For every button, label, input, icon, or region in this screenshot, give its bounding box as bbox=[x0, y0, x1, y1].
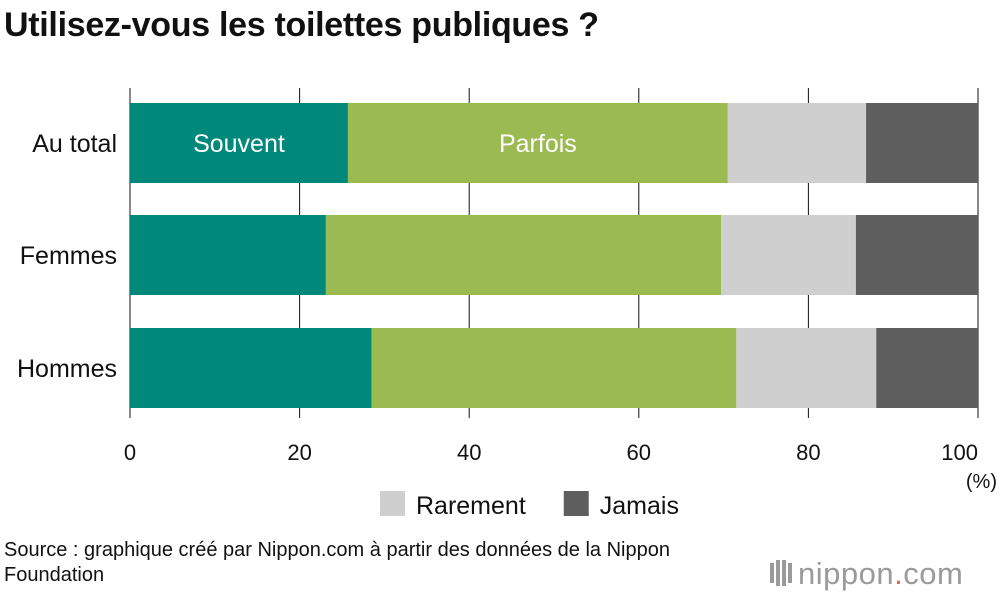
labels: 0 20 40 60 80 100 (%) Souvent Parfois Au total Fem… bbox=[17, 130, 997, 520]
x-unit-label: (%) bbox=[966, 471, 997, 493]
x-tick-label: 100 bbox=[941, 440, 978, 465]
legend-swatch bbox=[563, 491, 589, 516]
series-inline-label: Parfois bbox=[499, 130, 577, 158]
legend-label: Jamais bbox=[600, 492, 679, 520]
legend-label: Rarement bbox=[416, 492, 526, 520]
x-tick-label: 0 bbox=[124, 440, 136, 465]
x-tick-label: 80 bbox=[796, 440, 820, 465]
series-inline-label: Souvent bbox=[193, 130, 285, 158]
logo-text-tail: com bbox=[903, 556, 964, 591]
brand-logo: nippon.com bbox=[770, 556, 963, 594]
bar-segment bbox=[347, 103, 728, 183]
bars bbox=[130, 103, 978, 408]
category-label: Hommes bbox=[17, 355, 117, 383]
nippon-logo-icon bbox=[770, 558, 792, 594]
x-tick-label: 20 bbox=[287, 440, 311, 465]
chart-title: Utilisez-vous les toilettes publiques ? bbox=[4, 6, 599, 44]
bar-segment bbox=[727, 103, 867, 183]
category-label: Femmes bbox=[20, 242, 117, 270]
x-tick-label: 60 bbox=[627, 440, 651, 465]
bar-segment bbox=[855, 215, 978, 295]
category-label: Au total bbox=[32, 130, 117, 158]
bar-segment bbox=[130, 328, 372, 408]
bar-segment bbox=[876, 328, 978, 408]
x-tick-label: 40 bbox=[457, 440, 481, 465]
bar-segment bbox=[130, 215, 326, 295]
legend-swatch bbox=[380, 491, 405, 516]
source-note: Source : graphique créé par Nippon.com à… bbox=[4, 539, 670, 586]
bar-segment bbox=[130, 103, 348, 183]
bar-segment bbox=[736, 328, 877, 408]
logo-text-main: nippon bbox=[798, 556, 895, 591]
bar-segment bbox=[866, 103, 978, 183]
logo-text-dot: . bbox=[894, 556, 904, 591]
bar-segment bbox=[325, 215, 722, 295]
bar-segment bbox=[371, 328, 737, 408]
bar-segment bbox=[721, 215, 856, 295]
